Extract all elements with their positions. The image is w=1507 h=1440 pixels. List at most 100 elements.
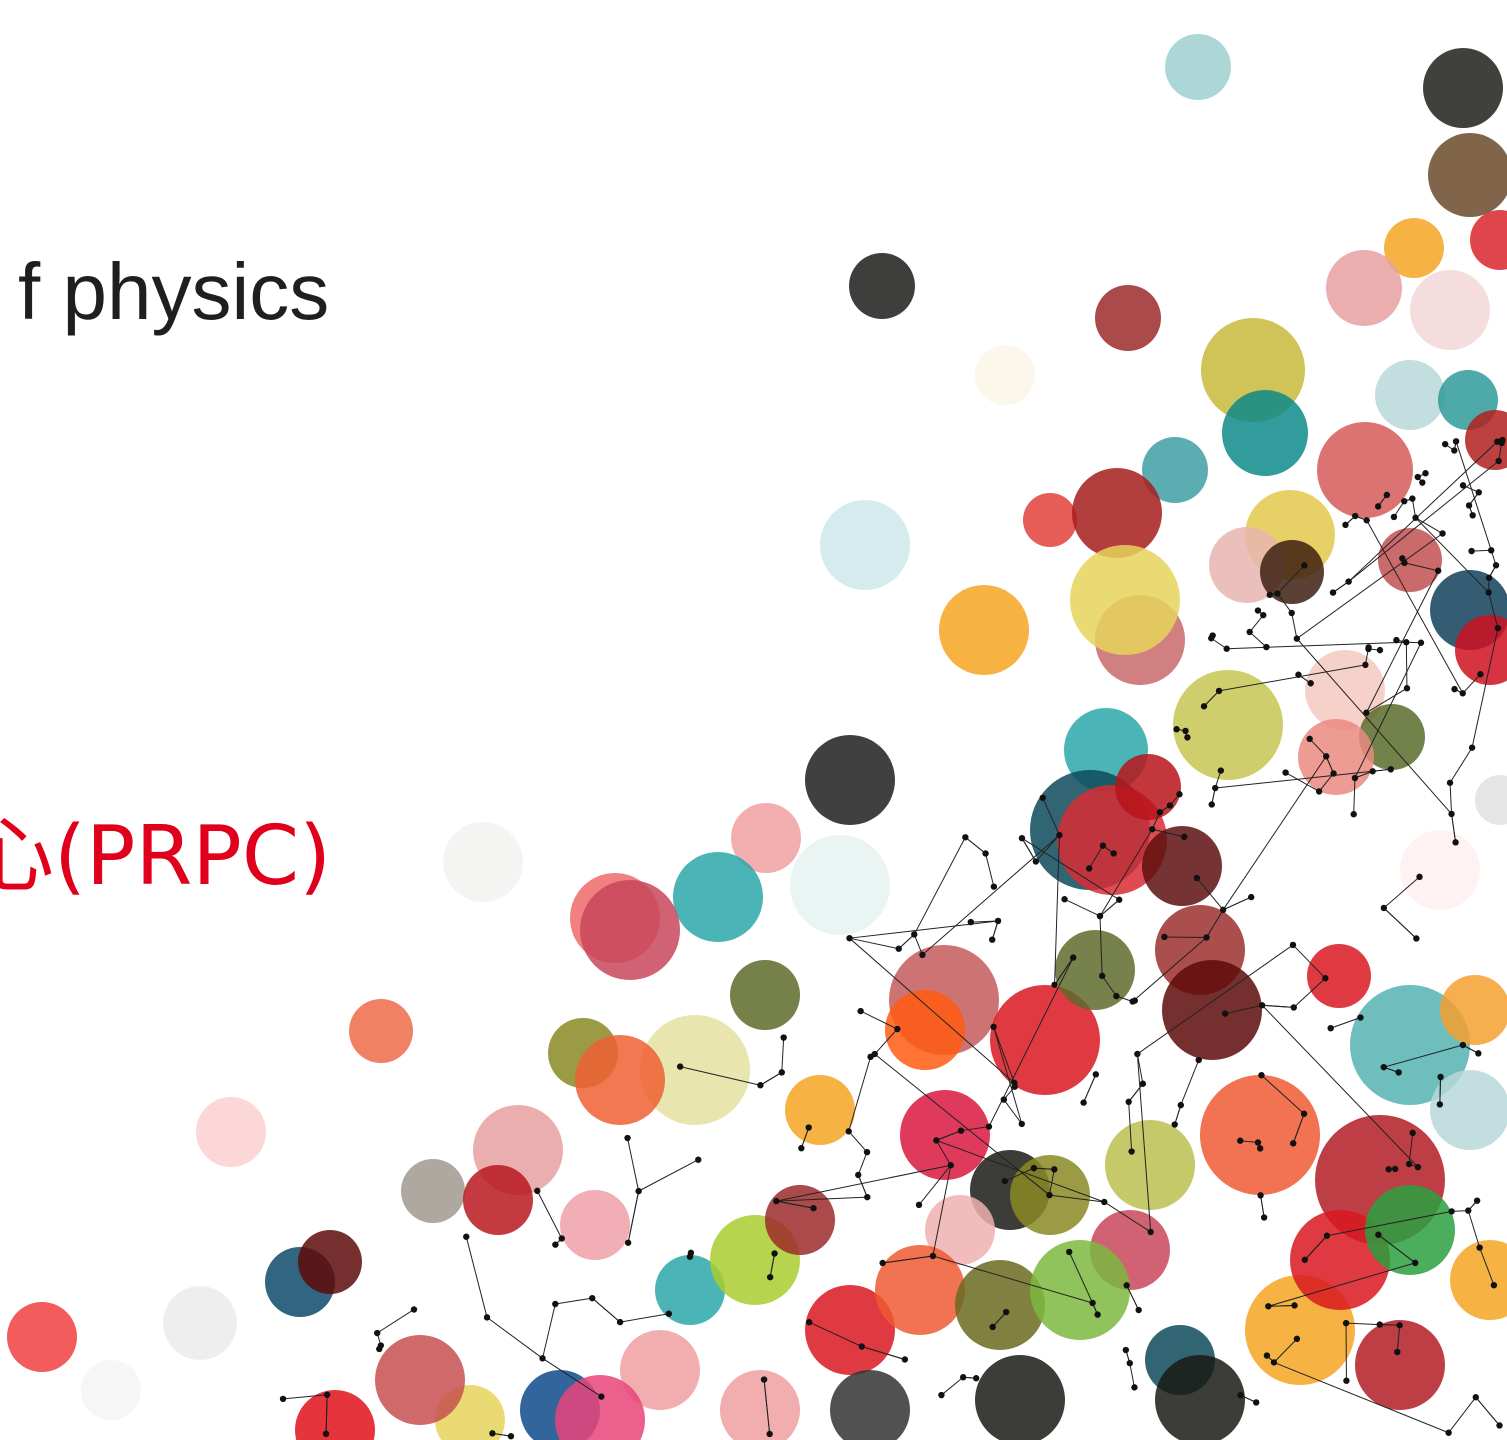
decor-circle — [1105, 1120, 1195, 1210]
decor-dot — [1176, 791, 1183, 798]
decor-dot — [1390, 513, 1398, 521]
decor-link — [376, 1309, 415, 1334]
decor-link — [1261, 1004, 1419, 1168]
decor-circle — [401, 1159, 465, 1223]
decor-dot — [1046, 1191, 1053, 1199]
decor-dot — [1092, 1071, 1100, 1078]
decor-dot — [1414, 1163, 1422, 1171]
decor-dot — [687, 1249, 695, 1257]
decor-dot — [1363, 709, 1370, 716]
decor-circle — [298, 1230, 362, 1294]
decor-link — [1103, 1201, 1151, 1233]
decor-link — [1451, 813, 1457, 843]
decor-dot — [1405, 1160, 1413, 1168]
decor-dot — [1039, 794, 1046, 801]
decor-circle — [1428, 133, 1507, 217]
decor-circle — [975, 345, 1035, 405]
decor-dot — [1307, 680, 1314, 687]
decor-dot — [1288, 609, 1295, 617]
decor-link — [1292, 944, 1326, 979]
decor-link — [1136, 1053, 1144, 1084]
decor-dot — [635, 1187, 642, 1195]
decor-dot — [845, 1128, 852, 1135]
decor-link — [1174, 1104, 1182, 1125]
decor-dot — [1300, 1110, 1308, 1117]
decor-link — [1132, 937, 1207, 1002]
decor-link — [1099, 899, 1120, 917]
decor-dot — [1327, 1024, 1334, 1032]
decor-link — [913, 837, 966, 935]
decor-dot — [1306, 735, 1313, 743]
decor-dot — [1125, 1098, 1132, 1106]
decor-dot — [539, 1355, 546, 1362]
decor-link — [325, 1394, 328, 1434]
decor-link — [1273, 1361, 1449, 1434]
decor-circle — [673, 852, 763, 942]
decor-link — [1206, 909, 1224, 938]
decor-dot — [1293, 635, 1301, 642]
decor-dot — [1110, 850, 1117, 857]
decor-circle — [1430, 1070, 1507, 1150]
decor-circle — [1384, 218, 1444, 278]
decor-link — [1249, 631, 1267, 648]
decor-dot — [1399, 555, 1406, 562]
decor-link — [1249, 614, 1264, 633]
decor-dot — [1069, 954, 1077, 961]
decor-circle — [349, 999, 413, 1063]
decor-link — [913, 934, 923, 956]
decor-dot — [558, 1235, 565, 1242]
decor-dot — [1468, 744, 1476, 751]
decor-dot — [1490, 1281, 1498, 1289]
decor-link — [922, 834, 1060, 956]
decor-dot — [552, 1300, 559, 1308]
decor-dot — [972, 1375, 980, 1382]
decor-circle — [1095, 285, 1161, 351]
decor-dot — [867, 1053, 874, 1061]
decor-dot — [1476, 1244, 1483, 1251]
decor-dot — [1362, 661, 1369, 669]
decor-dot — [1485, 589, 1492, 596]
decor-dot — [1209, 632, 1216, 639]
decor-dot — [1270, 1359, 1278, 1366]
decor-dot — [1254, 1139, 1262, 1146]
decor-dot — [1451, 685, 1458, 693]
decor-link — [776, 1164, 951, 1202]
decor-link — [776, 1196, 868, 1202]
decor-dot — [1237, 1391, 1244, 1399]
decor-dot — [1477, 671, 1484, 678]
decor-dot — [1395, 1069, 1402, 1076]
decor-link — [991, 920, 999, 940]
decor-circle — [1400, 830, 1480, 910]
decor-dot — [1290, 1140, 1297, 1147]
decor-dot — [1258, 1002, 1266, 1009]
decor-link — [1304, 1235, 1328, 1261]
decor-dot — [1101, 1198, 1108, 1206]
decor-link — [1455, 441, 1492, 551]
decor-dot — [1439, 530, 1446, 537]
decor-dot — [933, 1137, 940, 1144]
decor-link — [1346, 1322, 1380, 1326]
decor-dot — [1171, 1121, 1178, 1128]
decor-link — [1354, 642, 1422, 779]
decor-circle — [1173, 670, 1283, 780]
decor-link — [1215, 770, 1373, 789]
decor-dot — [1182, 727, 1189, 735]
decor-link — [1004, 1167, 1035, 1182]
decor-dot — [1061, 896, 1068, 903]
decor-dot — [857, 1007, 864, 1015]
decor-link — [1296, 533, 1443, 640]
decor-link — [1225, 1004, 1263, 1015]
decor-dot — [1128, 1148, 1135, 1155]
decor-dot — [1329, 589, 1337, 596]
decor-dot — [957, 1127, 965, 1134]
decor-dot — [1161, 933, 1168, 941]
decor-link — [1462, 673, 1481, 694]
decor-link — [935, 1140, 952, 1166]
decor-dot — [489, 1430, 496, 1437]
decor-link — [1218, 664, 1366, 692]
decor-dot — [1195, 1056, 1202, 1064]
decor-link — [1088, 845, 1104, 869]
decor-dot — [1459, 690, 1466, 697]
decor-link — [808, 1321, 862, 1347]
decor-circle — [720, 1370, 800, 1440]
